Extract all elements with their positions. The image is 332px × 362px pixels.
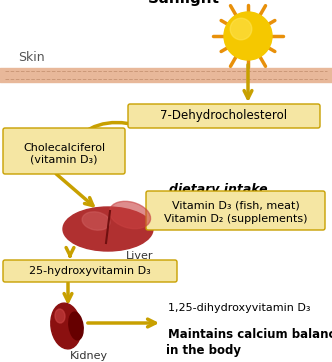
FancyBboxPatch shape — [146, 191, 325, 230]
Text: 1,25-dihydroxyvitamin D₃: 1,25-dihydroxyvitamin D₃ — [168, 303, 310, 313]
Text: Maintains calcium balance: Maintains calcium balance — [168, 328, 332, 341]
Text: (vitamin D₃): (vitamin D₃) — [30, 155, 98, 165]
Text: Vitamin D₂ (supplements): Vitamin D₂ (supplements) — [164, 214, 307, 223]
Ellipse shape — [110, 201, 150, 229]
FancyBboxPatch shape — [128, 104, 320, 128]
Text: Cholecalciferol: Cholecalciferol — [23, 143, 105, 153]
Text: 7-Dehydrocholesterol: 7-Dehydrocholesterol — [160, 109, 288, 122]
Text: in the body: in the body — [165, 344, 240, 357]
Text: Kidney: Kidney — [70, 351, 108, 361]
Ellipse shape — [82, 212, 110, 230]
Text: Skin: Skin — [18, 51, 44, 64]
Text: Vitamin D₃ (fish, meat): Vitamin D₃ (fish, meat) — [172, 201, 299, 210]
Ellipse shape — [69, 312, 83, 340]
Text: dietary intake: dietary intake — [169, 183, 267, 196]
Ellipse shape — [55, 309, 65, 323]
Ellipse shape — [63, 207, 153, 251]
Ellipse shape — [51, 303, 81, 349]
Text: Liver: Liver — [126, 251, 153, 261]
Circle shape — [224, 12, 272, 60]
FancyBboxPatch shape — [3, 128, 125, 174]
Text: Sunlight: Sunlight — [148, 0, 220, 6]
Text: 25-hydroxyvitamin D₃: 25-hydroxyvitamin D₃ — [29, 266, 151, 276]
Circle shape — [230, 18, 252, 40]
FancyBboxPatch shape — [3, 260, 177, 282]
